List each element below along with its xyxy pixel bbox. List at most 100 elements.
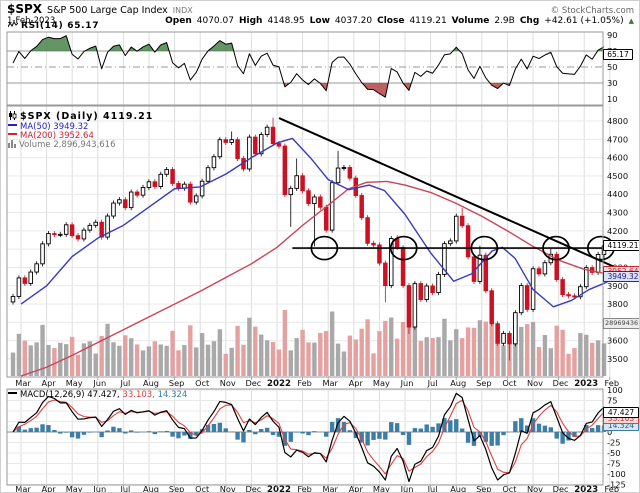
- candle-body: [371, 242, 376, 246]
- volume-bar: [211, 341, 217, 376]
- macd-histogram-bar: [554, 432, 559, 439]
- low-label: Low: [309, 16, 330, 26]
- candle-body: [566, 294, 571, 297]
- main-legend-symbol: $SPX (Daily) 4119.21: [8, 111, 153, 123]
- candle-body: [489, 290, 494, 325]
- volume-bar: [483, 321, 488, 376]
- volume-bar: [75, 354, 81, 376]
- volume-bar: [253, 326, 258, 376]
- macd-histogram-bar: [347, 430, 353, 432]
- quote-row: 1-Feb-2023 Open 4070.07 High 4148.95 Low…: [7, 16, 634, 26]
- candle-body: [93, 221, 98, 226]
- macd-histogram-bar: [465, 432, 471, 443]
- macd-histogram-bar: [99, 432, 104, 438]
- volume-bar: [424, 337, 429, 376]
- candle-body: [288, 187, 294, 196]
- candle-body: [359, 195, 364, 219]
- macd-histogram-bar: [560, 432, 565, 444]
- volume-bar: [377, 331, 382, 376]
- volume-bar: [542, 335, 548, 376]
- copyright-link[interactable]: © StockCharts.com: [550, 6, 634, 16]
- volume-bar: [288, 350, 293, 376]
- macd-histogram-bar: [158, 431, 163, 432]
- candle-body: [572, 295, 577, 298]
- macd-signal-line: [12, 399, 605, 475]
- volume-bar: [548, 348, 554, 376]
- macd-histogram-bar: [548, 427, 554, 432]
- macd-histogram-bar: [477, 432, 483, 437]
- candle-body: [111, 202, 116, 217]
- macd-histogram-bar: [276, 432, 282, 437]
- x-axis-label: Dec: [553, 484, 569, 493]
- candle-body: [294, 175, 299, 189]
- macd-histogram-bar: [424, 424, 429, 432]
- x-axis-label: Nov: [527, 484, 543, 493]
- candle-body: [105, 215, 110, 238]
- candle-body: [536, 268, 542, 275]
- macd-histogram-bar: [188, 432, 193, 439]
- macd-histogram-bar: [211, 424, 217, 432]
- candle-body: [229, 139, 234, 143]
- price-axis-label: 4200: [607, 226, 628, 236]
- volume-bar: [459, 338, 465, 376]
- candle-body: [223, 139, 229, 143]
- macd-histogram-bar: [217, 422, 223, 432]
- volume-bar: [347, 335, 353, 376]
- volume-bar: [400, 322, 406, 376]
- macd-histogram-bar: [513, 421, 518, 432]
- macd-histogram-bar: [459, 428, 465, 432]
- annotation-circle: [389, 235, 418, 261]
- ma50-line: [20, 137, 618, 308]
- close-value: 4119.21: [409, 16, 447, 26]
- volume-bar: [489, 318, 494, 376]
- candle-body: [46, 233, 51, 245]
- x-axis-label: Oct: [502, 378, 517, 388]
- volume-bar: [595, 340, 601, 376]
- candle-body: [477, 254, 483, 282]
- volume-bar: [442, 318, 447, 376]
- candle-body: [247, 136, 252, 170]
- volume-bar: [554, 325, 559, 376]
- volume-bar: [584, 334, 589, 376]
- candle-body: [347, 167, 353, 179]
- ma200-line: [20, 180, 618, 377]
- rsi-value-box: 65.17: [603, 49, 633, 60]
- rsi-axis-label: 30: [607, 78, 618, 88]
- price-axis-label: 4700: [607, 134, 628, 144]
- volume-value-box: 2896943616: [603, 318, 639, 329]
- candle-body: [146, 181, 152, 188]
- x-axis-label: Sep: [476, 378, 491, 388]
- volume-bar: [501, 345, 506, 376]
- candle-body: [418, 283, 424, 300]
- x-axis-label: Apr: [349, 378, 364, 388]
- macd-histogram-bar: [294, 432, 299, 433]
- macd-histogram-bar: [270, 432, 276, 436]
- volume-bar: [454, 329, 459, 376]
- volume-bar: [105, 323, 110, 376]
- macd-histogram-bar: [129, 430, 134, 432]
- downtrend-line: [278, 117, 616, 269]
- x-axis-label: Oct: [502, 484, 517, 493]
- volume-bar: [46, 344, 51, 376]
- volume-bar: [524, 324, 530, 376]
- volume-bar: [123, 335, 128, 376]
- change-label: Chg: [519, 16, 540, 26]
- x-axis-label: 2023: [574, 379, 598, 389]
- volume-bar: [601, 343, 607, 376]
- candle-body: [10, 295, 16, 303]
- macd-histogram-bar: [170, 432, 175, 437]
- volume-bar: [359, 328, 364, 376]
- macd-histogram-bar: [524, 425, 530, 432]
- macd-value-box: 47.427: [603, 407, 639, 418]
- volume-legend-label: Volume 2,896,943,616: [19, 140, 116, 150]
- macd-axis-label: 0: [607, 427, 612, 437]
- macd-histogram-bar: [566, 432, 571, 441]
- volume-bar: [87, 341, 93, 376]
- candle-body: [264, 126, 270, 135]
- volume-bar: [241, 344, 246, 376]
- candle-body: [276, 143, 282, 147]
- rsi-underbought-fill: [283, 83, 511, 98]
- volume-value: 2.9B: [494, 16, 515, 26]
- candle-body: [193, 195, 199, 203]
